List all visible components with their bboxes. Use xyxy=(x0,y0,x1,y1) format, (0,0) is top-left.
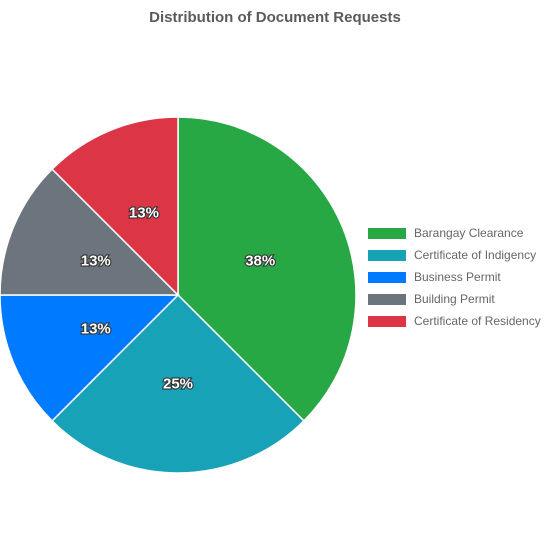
legend-swatch xyxy=(368,227,406,239)
legend-swatch xyxy=(368,249,406,261)
legend-label: Certificate of Residency xyxy=(414,314,541,328)
legend-label: Business Permit xyxy=(414,270,501,284)
legend-label: Certificate of Indigency xyxy=(414,248,537,262)
legend-swatch xyxy=(368,271,406,283)
legend-item-building-permit[interactable]: Building Permit xyxy=(368,288,541,310)
slice-label-certificate-of-indigency: 25% xyxy=(163,376,193,393)
chart-title: Distribution of Document Requests xyxy=(149,9,401,26)
legend-swatch xyxy=(368,315,406,327)
legend-item-certificate-of-indigency[interactable]: Certificate of Indigency xyxy=(368,244,541,266)
slice-label-building-permit: 13% xyxy=(81,252,111,269)
pie-slice-certificate-of-residency[interactable] xyxy=(51,116,179,297)
legend-item-certificate-of-residency[interactable]: Certificate of Residency xyxy=(368,310,541,332)
pie-slice-barangay-clearance[interactable] xyxy=(177,116,357,422)
slice-label-certificate-of-residency: 13% xyxy=(129,204,159,221)
slice-label-business-permit: 13% xyxy=(81,321,111,338)
legend-label: Barangay Clearance xyxy=(414,226,524,240)
legend: Barangay Clearance Certificate of Indigen… xyxy=(368,222,541,332)
slice-label-barangay-clearance: 38% xyxy=(245,252,275,269)
legend-swatch xyxy=(368,293,406,305)
pie-slice-business-permit[interactable] xyxy=(0,294,180,422)
legend-item-barangay-clearance[interactable]: Barangay Clearance xyxy=(368,222,541,244)
pie-slice-certificate-of-indigency[interactable] xyxy=(51,293,305,474)
legend-item-business-permit[interactable]: Business Permit xyxy=(368,266,541,288)
pie-slice-building-permit[interactable] xyxy=(0,168,180,296)
legend-label: Building Permit xyxy=(414,292,495,306)
